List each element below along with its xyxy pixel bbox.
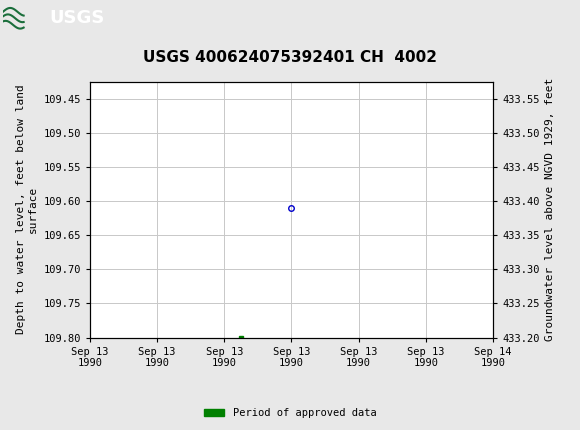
Text: USGS 400624075392401 CH  4002: USGS 400624075392401 CH 4002: [143, 49, 437, 64]
Y-axis label: Depth to water level, feet below land
surface: Depth to water level, feet below land su…: [16, 85, 38, 335]
Y-axis label: Groundwater level above NGVD 1929, feet: Groundwater level above NGVD 1929, feet: [545, 78, 555, 341]
Text: USGS: USGS: [49, 9, 104, 27]
Legend: Period of approved data: Period of approved data: [200, 404, 380, 423]
